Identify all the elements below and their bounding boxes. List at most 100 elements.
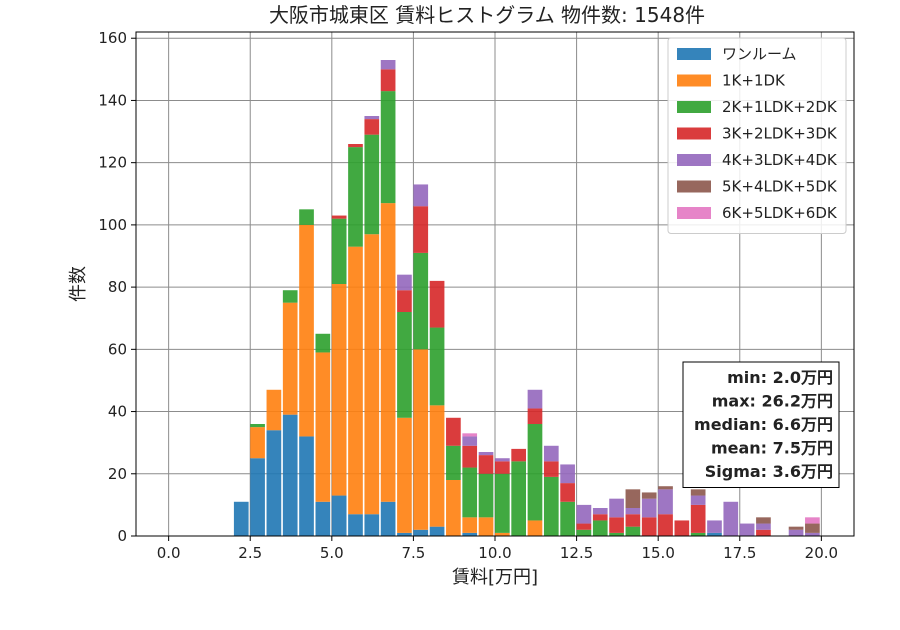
bar-segment	[478, 473, 494, 518]
bar-segment	[380, 60, 396, 70]
stats-line: mean: 7.5万円	[711, 439, 833, 458]
bar-segment	[315, 501, 331, 536]
y-axis-ticks: 0 20 40 60 80 100 120 140 160	[98, 29, 136, 545]
bar-segment	[446, 417, 461, 446]
x-tick-label: 17.5	[723, 544, 756, 562]
bar-segment	[364, 134, 380, 235]
x-tick-label: 5.0	[320, 544, 344, 562]
bar-segment	[429, 405, 445, 527]
bar-segment	[380, 501, 396, 536]
legend-swatch	[677, 154, 711, 166]
bar-segment	[592, 520, 608, 536]
bar-segment	[462, 467, 478, 518]
bar-segment	[756, 517, 771, 524]
bar-segment	[674, 520, 690, 536]
bar-segment	[429, 280, 445, 328]
bar-segment	[478, 452, 494, 456]
bar-segment	[625, 489, 641, 508]
bar-segment	[364, 234, 380, 515]
bar-segment	[707, 520, 722, 533]
bar-segment	[233, 501, 249, 536]
bar-segment	[478, 455, 494, 474]
bar-segment	[348, 144, 363, 148]
bar-segment	[397, 417, 412, 533]
legend-label: 5K+4LDK+5DK	[722, 178, 838, 196]
bar-segment	[462, 433, 478, 437]
stats-line: min: 2.0万円	[727, 368, 833, 387]
x-tick-label: 20.0	[805, 544, 838, 562]
bar-segment	[478, 517, 494, 536]
bar-segment	[413, 184, 429, 207]
bar-segment	[805, 532, 820, 536]
bar-segment	[495, 473, 510, 533]
bar-segment	[527, 520, 543, 536]
bar-segment	[413, 529, 429, 536]
bar-segment	[658, 514, 673, 536]
bar-segment	[560, 464, 575, 484]
bar-segment	[397, 312, 412, 418]
chart-title: 大阪市城東区 賃料ヒストグラム 物件数: 1548件	[269, 3, 705, 27]
bar-segment	[331, 218, 347, 284]
y-tick-label: 80	[108, 278, 127, 296]
bar-segment	[397, 274, 412, 291]
bar-segment	[446, 480, 461, 536]
legend-swatch	[677, 180, 711, 193]
legend-swatch	[677, 127, 711, 140]
bar-segment	[788, 526, 804, 530]
x-tick-label: 15.0	[641, 544, 674, 562]
bar-segment	[576, 529, 592, 536]
bar-segment	[462, 445, 478, 468]
bar-segment	[348, 246, 363, 515]
bar-segment	[413, 349, 429, 530]
bar-segment	[511, 461, 527, 536]
bar-segment	[282, 414, 298, 536]
legend-swatch	[677, 101, 711, 113]
bar-segment	[299, 224, 314, 437]
y-tick-label: 100	[98, 216, 127, 234]
bar-segment	[282, 290, 298, 303]
bar-segment	[397, 532, 412, 536]
bar-segment	[446, 445, 461, 480]
bar-segment	[625, 514, 641, 527]
bar-segment	[250, 458, 265, 536]
bar-segment	[805, 517, 820, 524]
y-tick-label: 160	[98, 29, 127, 47]
bar-segment	[609, 517, 624, 533]
bar-segment	[397, 290, 412, 312]
bar-segment	[625, 508, 641, 515]
y-tick-label: 20	[108, 465, 127, 483]
bar-segment	[462, 532, 478, 536]
x-tick-label: 12.5	[560, 544, 593, 562]
x-tick-label: 2.5	[238, 544, 262, 562]
stats-line: median: 6.6万円	[694, 415, 833, 434]
bar-segment	[380, 69, 396, 92]
bar-segment	[348, 514, 363, 536]
bar-segment	[315, 333, 331, 353]
bar-segment	[690, 504, 706, 533]
bar-segment	[739, 523, 755, 536]
y-tick-label: 120	[98, 154, 127, 172]
bar-segment	[592, 508, 608, 515]
bar-segment	[527, 424, 543, 521]
bar-segment	[250, 424, 265, 428]
stats-box: min: 2.0万円 max: 26.2万円 median: 6.6万円 mean: …	[682, 361, 840, 488]
bar-segment	[723, 501, 739, 536]
bar-segment	[641, 517, 657, 536]
bar-segment	[299, 436, 314, 536]
bar-segment	[266, 389, 282, 431]
legend-swatch	[677, 74, 711, 87]
legend-label: 1K+1DK	[722, 72, 786, 90]
bar-segment	[429, 327, 445, 406]
bar-segment	[756, 523, 771, 530]
legend-label: ワンルーム	[722, 45, 797, 63]
y-tick-label: 0	[117, 527, 127, 545]
bar-segment	[331, 495, 347, 536]
bar-segment	[560, 483, 575, 502]
bar-segment	[429, 526, 445, 536]
bar-segment	[266, 430, 282, 536]
bar-segment	[641, 498, 657, 518]
legend-box	[667, 37, 847, 234]
legend-label: 4K+3LDK+4DK	[722, 151, 838, 169]
